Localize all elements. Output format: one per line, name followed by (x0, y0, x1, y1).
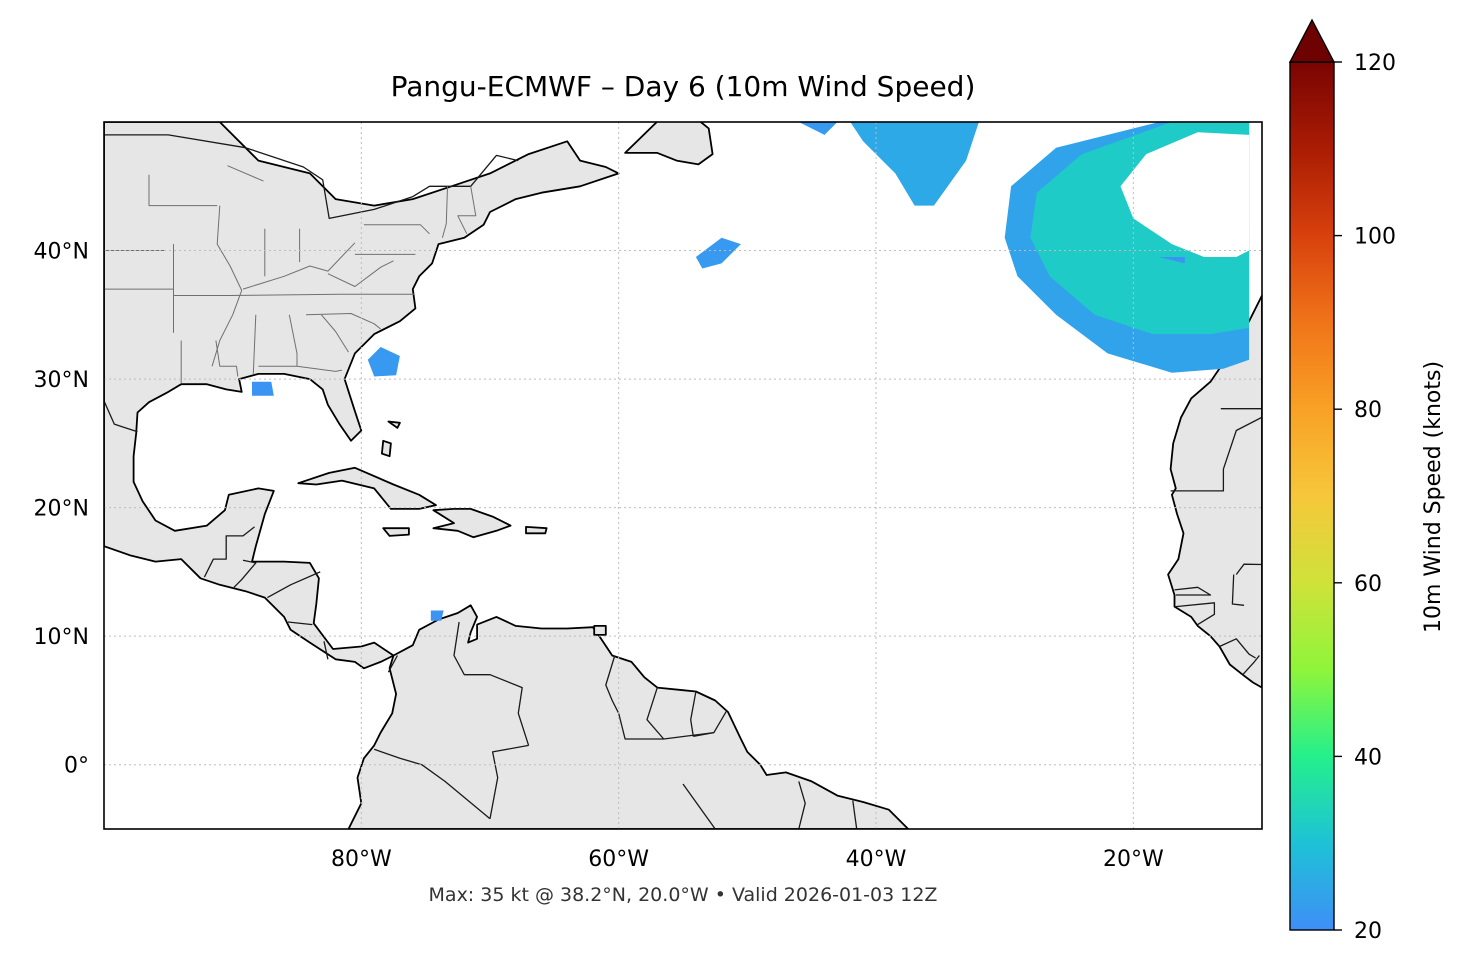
y-tick-label: 20°N (34, 497, 89, 522)
border-guinea-bissau (1175, 602, 1216, 626)
land-newfoundland (624, 122, 714, 166)
border-brazil-inner (618, 713, 714, 740)
border-layer (104, 134, 1262, 829)
border-brazil-states-1 (682, 783, 716, 829)
map-frame (103, 121, 1263, 830)
land-puerto-rico (525, 526, 548, 535)
border-state-ne-ia-mn (148, 174, 218, 207)
border-guat-honduras (233, 559, 257, 588)
footer-caption: Max: 35 kt @ 38.2°N, 20.0°W • Valid 2026… (428, 884, 938, 906)
border-liberia (1242, 655, 1260, 676)
border-honduras-nicaragua (267, 571, 321, 599)
wind-azores-streak (1159, 257, 1185, 264)
wind-caribbean-patch (430, 610, 444, 621)
border-state-va-wv (327, 260, 394, 287)
border-western-sahara (1170, 416, 1262, 492)
wind-north-atlantic-low-hole (1120, 132, 1250, 257)
border-us-canada (104, 134, 519, 220)
x-tick-label: 40°W (846, 847, 907, 872)
colorbar-tick-label: 60 (1354, 572, 1382, 597)
land-cuba (297, 466, 437, 510)
x-axis-ticks: 80°W 60°W 40°W 20°W (331, 847, 1164, 872)
border-mauritania-mali (1235, 563, 1262, 575)
border-guyana-suriname (646, 687, 665, 740)
border-senegal-mali (1231, 574, 1245, 606)
wind-newfoundland-jet (798, 122, 838, 135)
border-nicaragua-cr (287, 621, 313, 626)
border-state-ne-states (457, 186, 477, 235)
border-state-ny-vt (441, 186, 448, 238)
land-north-america (104, 122, 620, 670)
x-tick-label: 80°W (331, 847, 392, 872)
border-morocco-algeria (1220, 408, 1262, 410)
x-tick-label: 20°W (1103, 847, 1164, 872)
border-state-mississippi (211, 205, 243, 367)
colorbar-tick-label: 40 (1354, 745, 1382, 770)
land-hispaniola (432, 507, 512, 539)
y-tick-label: 40°N (34, 240, 89, 265)
land-bahamas-andros (380, 439, 392, 458)
land-south-america (347, 604, 910, 829)
colorbar-label: 10m Wind Speed (knots) (1421, 361, 1446, 633)
border-state-gulf-line (258, 365, 343, 372)
map-content (104, 122, 1262, 829)
border-venezuela-guyana (605, 655, 620, 714)
colorbar-extend-max (1288, 18, 1336, 63)
border-state-ny-pa (363, 224, 430, 235)
colorbar-tick-label: 120 (1354, 51, 1396, 76)
border-state-al-ga (288, 314, 298, 367)
border-state-mi-wi (227, 165, 264, 182)
colorbar-tick-label: 100 (1354, 225, 1396, 250)
border-guinea-sierra (1219, 638, 1256, 659)
colorbar: 20 40 60 80 100 120 10m Wind Speed (knots) (1288, 18, 1446, 944)
colorbar-tick-label: 20 (1354, 919, 1382, 944)
border-state-ga-sc (321, 314, 349, 353)
wind-gulf-patch (252, 381, 274, 396)
border-brazil-states-2 (798, 781, 806, 829)
land-bahamas-abaco (387, 420, 401, 429)
y-axis-ticks: 0° 10°N 20°N 30°N 40°N (34, 240, 89, 779)
wind-se-us-coast-patch (367, 347, 400, 377)
border-state-ky-oh (242, 242, 356, 290)
border-colombia-ecuador-peru (373, 748, 491, 820)
colorbar-tick-label: 80 (1354, 398, 1382, 423)
border-us-mexico (104, 400, 138, 433)
gridlines (104, 122, 1262, 829)
border-cr-panama (323, 641, 329, 660)
y-tick-label: 30°N (34, 368, 89, 393)
border-mexico-belize-guat (203, 526, 255, 578)
border-panama-colombia (387, 655, 398, 673)
chart-title: Pangu-ECMWF – Day 6 (10m Wind Speed) (390, 70, 976, 103)
wind-mid-atlantic-patch (695, 237, 741, 269)
border-state-tn-north (228, 293, 415, 296)
border-state-ms-al (252, 314, 257, 374)
border-senegal-gambia (1174, 586, 1212, 596)
border-brazil-states-3 (852, 800, 858, 829)
wind-layer (252, 122, 1250, 621)
wind-greenland-jet (850, 122, 979, 206)
y-tick-label: 10°N (34, 625, 89, 650)
colorbar-gradient (1289, 61, 1335, 931)
border-colombia-venezuela (453, 621, 530, 746)
land-jamaica (382, 527, 410, 537)
border-state-la-ms (215, 340, 239, 377)
colorbar-ticks: 20 40 60 80 100 120 (1334, 51, 1396, 944)
x-tick-label: 60°W (588, 847, 649, 872)
land-trinidad (593, 625, 607, 636)
y-tick-label: 0° (64, 754, 89, 779)
border-state-nc-sc (305, 313, 381, 330)
border-suriname-guiana (690, 691, 697, 737)
